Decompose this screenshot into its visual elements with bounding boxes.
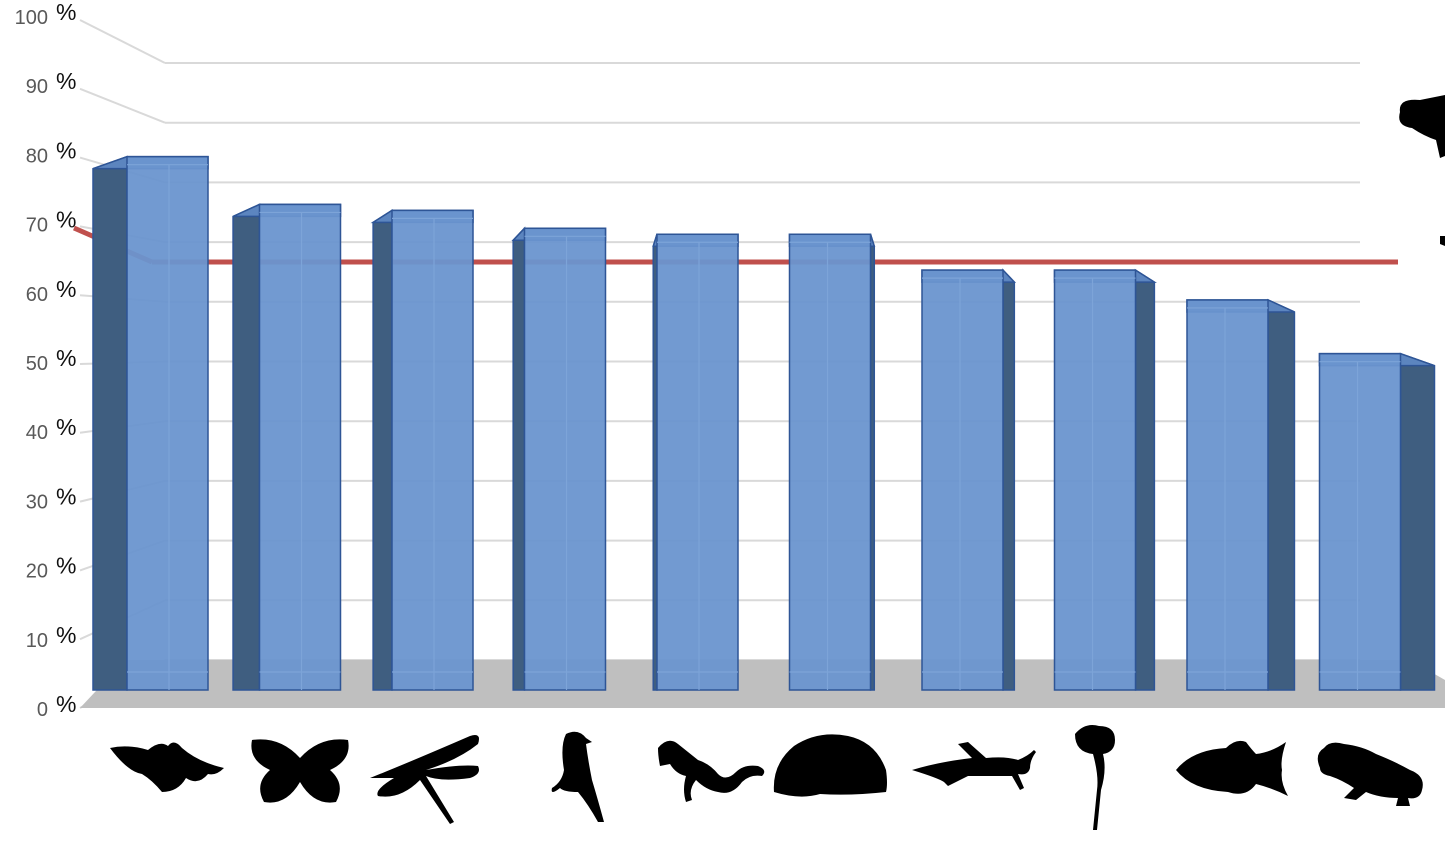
category-icons bbox=[110, 725, 1423, 830]
bar-front bbox=[1318, 352, 1402, 691]
y-tick-label: 60 bbox=[26, 284, 48, 306]
salamander-icon bbox=[658, 740, 765, 802]
y-tick-unit: % bbox=[56, 691, 76, 717]
y-tick-unit: % bbox=[56, 276, 76, 302]
poppy-icon bbox=[1075, 725, 1115, 830]
bar bbox=[370, 209, 474, 691]
bar bbox=[652, 233, 739, 691]
y-axis-ticks: 0 % 10 % 20 % 30 % 40 % 50 % 60 % 70 % 80 % 90 % 100% bbox=[15, 0, 77, 721]
bar-side bbox=[92, 155, 128, 691]
bar bbox=[511, 226, 607, 691]
gridline-side bbox=[79, 19, 166, 64]
bars bbox=[92, 155, 1436, 691]
gridline-side bbox=[79, 87, 166, 124]
y-tick-unit: % bbox=[56, 483, 76, 509]
bar-side bbox=[1002, 268, 1016, 691]
y-tick-unit: % bbox=[56, 414, 76, 440]
y-tick-unit: % bbox=[56, 137, 76, 163]
bar-side bbox=[1134, 268, 1156, 691]
tree-shape bbox=[1399, 95, 1445, 158]
bar-side bbox=[1399, 352, 1436, 691]
bar bbox=[921, 268, 1017, 691]
bat-icon bbox=[110, 742, 224, 792]
y-tick-label: 50 bbox=[26, 353, 48, 375]
hedgehog-icon bbox=[773, 734, 887, 797]
bar-front bbox=[391, 209, 474, 691]
bar-side bbox=[372, 209, 393, 691]
y-tick-label: 20 bbox=[26, 561, 48, 583]
fish-icon bbox=[1176, 740, 1288, 796]
bar-front bbox=[258, 203, 342, 691]
y-tick-label: 100 bbox=[15, 7, 48, 29]
bird-icon bbox=[551, 731, 604, 822]
bar bbox=[232, 203, 342, 691]
bar-front bbox=[921, 269, 1004, 691]
tree-icon bbox=[1399, 95, 1445, 246]
grasshopper-icon bbox=[912, 742, 1036, 790]
bar bbox=[92, 155, 209, 691]
y-tick-unit: % bbox=[56, 207, 76, 233]
y-tick-label: 40 bbox=[26, 422, 48, 444]
bar-front bbox=[656, 233, 739, 691]
bar bbox=[1318, 352, 1436, 691]
y-tick-label: 10 bbox=[26, 630, 48, 652]
dragonfly-icon bbox=[370, 735, 479, 824]
bar-side bbox=[1267, 298, 1296, 691]
bar-front bbox=[1186, 299, 1269, 691]
frog-icon bbox=[1317, 742, 1423, 806]
bar-front bbox=[1053, 269, 1137, 691]
bar-front bbox=[788, 233, 872, 691]
y-tick-unit: % bbox=[56, 345, 76, 371]
y-tick-label: 0 bbox=[37, 699, 48, 721]
y-tick-label: 90 bbox=[26, 76, 48, 98]
bar bbox=[788, 233, 876, 691]
y-tick-unit: % bbox=[56, 553, 76, 579]
bar bbox=[1053, 268, 1157, 691]
bar-side bbox=[232, 203, 261, 691]
butterfly-icon bbox=[251, 739, 349, 803]
bar bbox=[1186, 298, 1296, 691]
y-tick-label: 80 bbox=[26, 145, 48, 167]
y-tick-label: 70 bbox=[26, 215, 48, 237]
y-tick-unit: % bbox=[56, 68, 76, 94]
tree-trunk bbox=[1440, 236, 1445, 246]
y-tick-label: 30 bbox=[26, 491, 48, 513]
bar-side bbox=[512, 226, 526, 691]
bar-front bbox=[126, 155, 209, 691]
y-tick-unit: % bbox=[56, 622, 76, 648]
y-tick-unit: % bbox=[56, 0, 76, 25]
bar-front bbox=[523, 227, 607, 691]
